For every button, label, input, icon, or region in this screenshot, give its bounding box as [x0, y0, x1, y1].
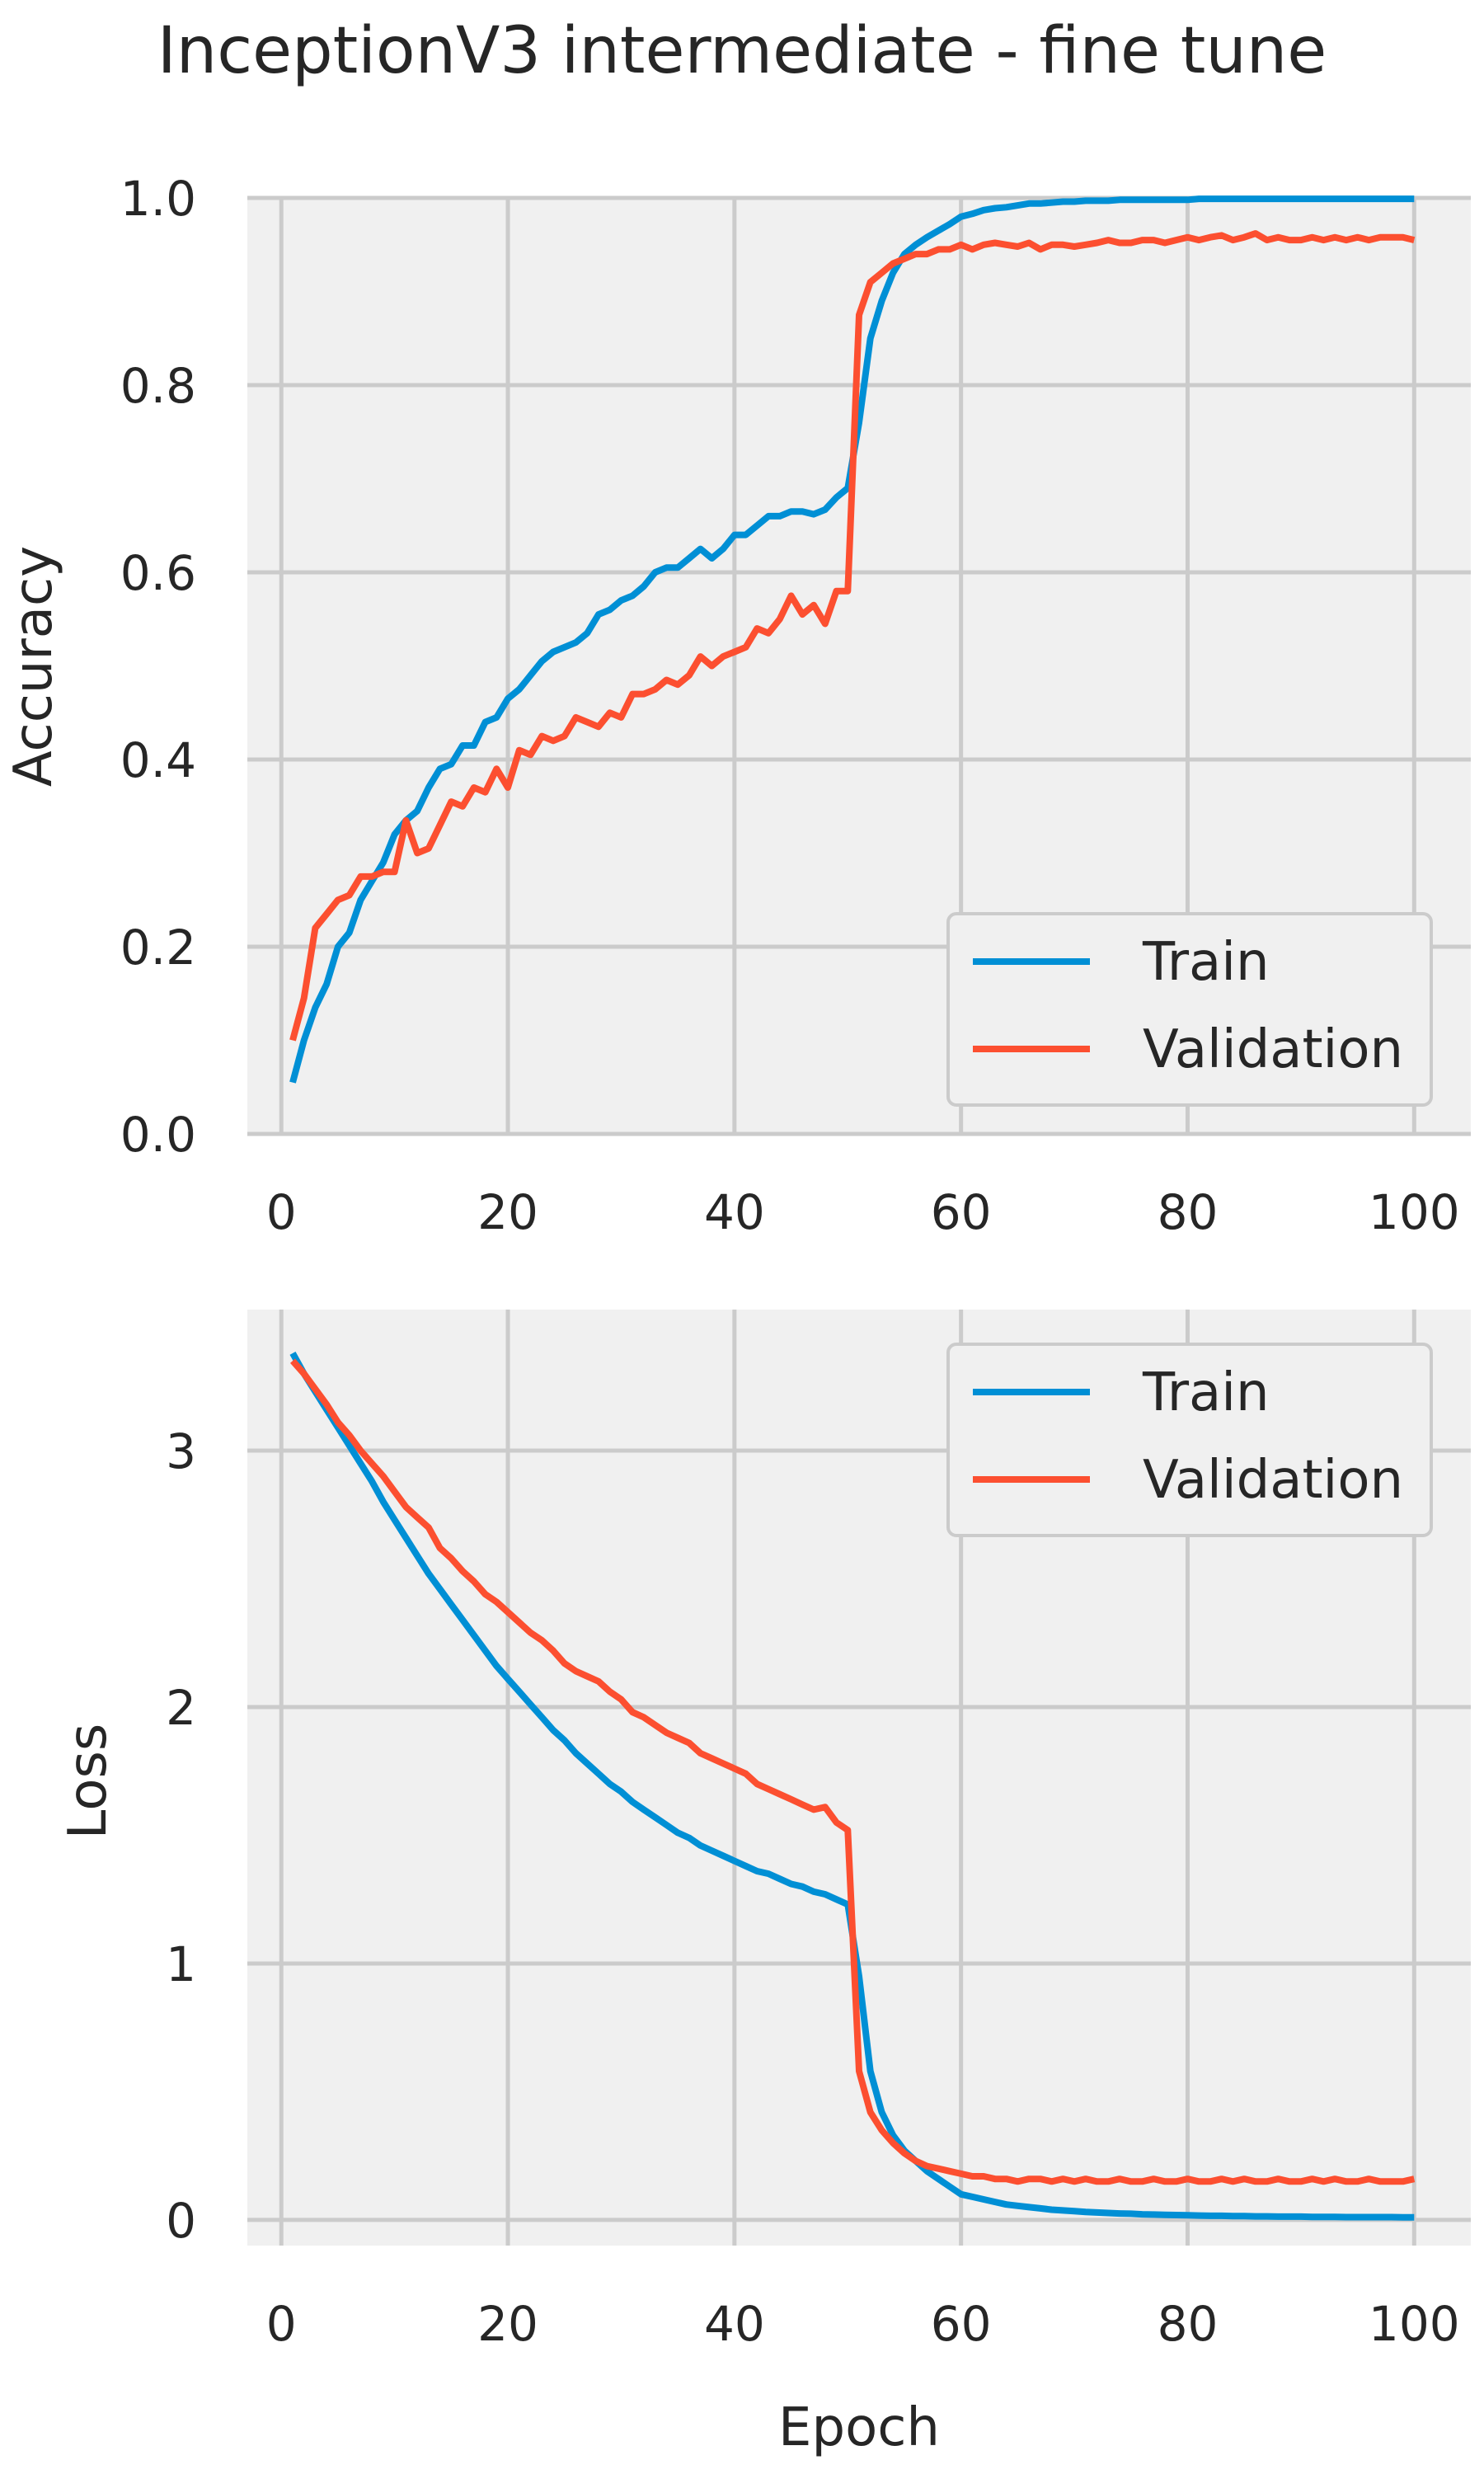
loss-y-tick-label: 0: [166, 2193, 196, 2249]
loss-x-tick-label: 60: [931, 2296, 992, 2352]
accuracy-plot: 0.0 0.2 0.4 0.6 0.8 1.0 0 20 40 60 80 100 Accuracy…: [3, 171, 1471, 1240]
accuracy-y-tick-label: 1.0: [120, 171, 196, 227]
loss-validation-line: [290, 1358, 1416, 2185]
accuracy-y-tick-label: 0.0: [120, 1107, 196, 1163]
loss-legend-train-label: Train: [1142, 1362, 1270, 1423]
accuracy-x-ticks: 0 20 40 60 80 100: [266, 1184, 1460, 1240]
loss-x-tick-label: 40: [704, 2296, 765, 2352]
accuracy-validation-line: [289, 230, 1416, 1042]
loss-x-tick-label: 80: [1158, 2296, 1219, 2352]
loss-y-tick-label: 1: [166, 1936, 196, 1992]
loss-x-axis-label: Epoch: [778, 2397, 940, 2458]
accuracy-y-tick-label: 0.8: [120, 358, 196, 414]
accuracy-x-tick-label: 40: [704, 1184, 765, 1240]
loss-x-ticks: 0 20 40 60 80 100: [266, 2296, 1460, 2352]
figure-title: InceptionV3 intermediate - fine tune: [157, 14, 1327, 88]
accuracy-legend-train-label: Train: [1142, 932, 1270, 993]
accuracy-y-ticks: 0.0 0.2 0.4 0.6 0.8 1.0: [120, 171, 196, 1163]
accuracy-y-tick-label: 0.4: [120, 732, 196, 788]
loss-legend: Train Validation: [946, 1343, 1433, 1537]
accuracy-x-tick-label: 60: [931, 1184, 992, 1240]
accuracy-legend: Train Validation: [946, 912, 1433, 1107]
accuracy-y-axis-label: Accuracy: [3, 546, 64, 787]
accuracy-y-tick-label: 0.6: [120, 545, 196, 601]
accuracy-x-tick-label: 80: [1158, 1184, 1219, 1240]
accuracy-x-tick-label: 20: [477, 1184, 538, 1240]
loss-y-axis-label: Loss: [58, 1724, 119, 1839]
loss-x-tick-label: 100: [1369, 2296, 1460, 2352]
loss-legend-validation-label: Validation: [1143, 1450, 1403, 1511]
loss-plot: 0 1 2 3 0 20 40 60 80 100 Loss Epoch Train Valid…: [58, 1310, 1471, 2458]
loss-y-tick-label: 3: [166, 1423, 196, 1479]
loss-y-ticks: 0 1 2 3: [166, 1423, 196, 2249]
accuracy-series-lines: [289, 195, 1416, 1084]
loss-series-lines: [289, 1351, 1416, 2221]
accuracy-legend-validation-label: Validation: [1143, 1019, 1403, 1080]
loss-y-tick-label: 2: [166, 1680, 196, 1736]
accuracy-x-tick-label: 0: [266, 1184, 297, 1240]
accuracy-x-tick-label: 100: [1369, 1184, 1460, 1240]
accuracy-y-tick-label: 0.2: [120, 920, 196, 976]
loss-x-tick-label: 0: [266, 2296, 297, 2352]
loss-x-tick-label: 20: [477, 2296, 538, 2352]
